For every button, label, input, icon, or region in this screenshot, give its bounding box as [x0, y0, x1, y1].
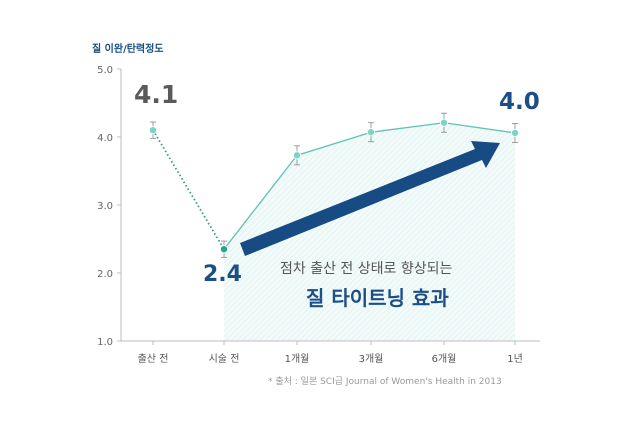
y-tick-label: 3.0 [97, 201, 113, 212]
source-note: * 출처 : 일본 SCI급 Journal of Women's Health… [268, 377, 502, 387]
x-tick-label: 1년 [507, 353, 523, 365]
data-point [510, 128, 519, 137]
data-point [439, 118, 448, 127]
annotation-before-birth: 4.1 [134, 80, 179, 109]
data-point [148, 126, 157, 135]
data-point [292, 151, 301, 160]
trend-arrow [240, 141, 500, 256]
series-line-dotted [152, 129, 225, 250]
x-tick-label: 6개월 [432, 353, 457, 365]
x-tick-label: 시술 전 [209, 353, 240, 365]
y-axis-label: 질 이완/탄력정도 [92, 44, 164, 55]
x-tick-label: 3개월 [359, 353, 384, 365]
y-tick-label: 1.0 [97, 337, 113, 348]
x-tick-label: 1개월 [285, 353, 310, 365]
annotation-headline: 질 타이트닝 효과 [306, 286, 449, 310]
annotation-after-1year: 4.0 [499, 89, 540, 115]
y-tick-label: 5.0 [97, 65, 113, 76]
x-tick-label: 출산 전 [138, 353, 169, 365]
annotation-before-treatment: 2.4 [203, 262, 242, 287]
y-tick-label: 2.0 [97, 269, 113, 280]
y-tick-label: 4.0 [97, 133, 113, 144]
annotation-subtitle: 점차 출산 전 상태로 향상되는 [280, 261, 453, 277]
area-fill [224, 122, 515, 341]
data-point [219, 245, 228, 254]
data-point [366, 128, 375, 137]
